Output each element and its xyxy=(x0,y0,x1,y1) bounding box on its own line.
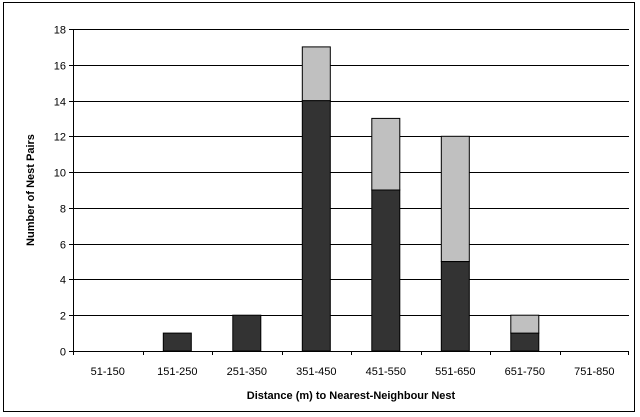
x-tick-label: 351-450 xyxy=(296,366,336,378)
y-tick-label: 10 xyxy=(54,168,66,180)
y-tick-label: 2 xyxy=(60,311,66,323)
y-tick-labels: 0 2 4 6 8 10 12 14 16 18 xyxy=(54,25,66,359)
bar-segment-651-750-s2 xyxy=(510,314,540,334)
bar-segment-451-550-s2 xyxy=(371,117,401,191)
x-tick-label: 551-650 xyxy=(435,366,475,378)
x-tick-label: 51-150 xyxy=(91,366,125,378)
y-tick-label: 4 xyxy=(60,275,66,287)
y-tick-label: 0 xyxy=(60,347,66,359)
x-axis-title: Distance (m) to Nearest-Neighbour Nest xyxy=(247,390,456,402)
bar-segment-451-550-s1 xyxy=(371,189,401,352)
bar-segment-151-250-s1 xyxy=(162,332,192,352)
y-tick-label: 18 xyxy=(54,25,66,37)
x-tick-label: 651-750 xyxy=(505,366,545,378)
y-tick-label: 14 xyxy=(54,97,66,109)
bar-segment-351-450-s1 xyxy=(301,100,331,352)
bar-chart: 0 2 4 6 8 10 12 14 16 18 51-150 151-250 251-350 351-… xyxy=(25,25,629,402)
bar-segment-551-650-s1 xyxy=(440,261,470,352)
bar-segment-351-450-s2 xyxy=(301,46,331,102)
x-tick-label: 451-550 xyxy=(366,366,406,378)
y-tick-label: 16 xyxy=(54,61,66,73)
x-tick-labels: 51-150 151-250 251-350 351-450 451-550 551-65… xyxy=(91,366,615,378)
axes xyxy=(69,29,629,355)
gridlines xyxy=(73,29,629,316)
x-tick-label: 751-850 xyxy=(574,366,614,378)
bar-segment-251-350-s1 xyxy=(232,314,262,352)
bar-segment-651-750-s1 xyxy=(510,332,540,352)
x-tick-label: 251-350 xyxy=(227,366,267,378)
y-axis-title: Number of Nest Pairs xyxy=(25,134,37,246)
bar-segment-551-650-s2 xyxy=(440,135,470,262)
y-tick-label: 8 xyxy=(60,204,66,216)
x-tick-label: 151-250 xyxy=(157,366,197,378)
y-tick-label: 12 xyxy=(54,132,66,144)
bars xyxy=(162,46,540,352)
y-tick-label: 6 xyxy=(60,240,66,252)
chart-frame: 0 2 4 6 8 10 12 14 16 18 51-150 151-250 251-350 351-… xyxy=(3,2,635,412)
